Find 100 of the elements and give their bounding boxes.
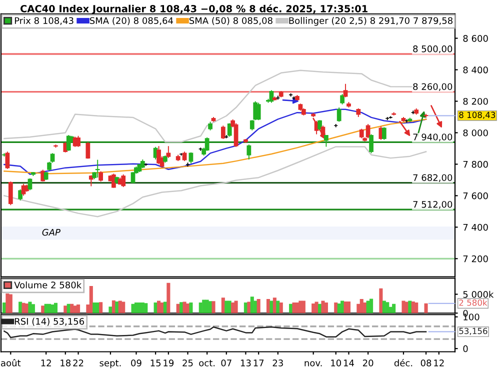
x-tick-label: 22 [73, 360, 84, 366]
x-tick-label: 19 [164, 360, 174, 366]
x-tick-label: 20 [362, 360, 374, 366]
legend-label: SMA (20) 8 085,64 [90, 17, 174, 26]
bar [28, 302, 32, 314]
y-tick-label: 8 200 [463, 98, 488, 105]
annotation: 53,156 [459, 328, 488, 335]
candlestick [8, 181, 13, 206]
y-tick-label: 7 600 [463, 192, 488, 200]
ref-line-label: 8 260,00 [413, 83, 452, 91]
legend-label: Volume 2 580k [14, 281, 82, 288]
chart-title: CAC40 Index Journalier 8 108,43 −0,08 % 8 déc. 2025, 17:35:01 [20, 4, 368, 14]
bar [256, 299, 260, 314]
bar [108, 306, 112, 314]
candlestick [188, 152, 194, 164]
y-tick-label: 0 [463, 345, 468, 352]
legend-label: RSI (14) 53,156 [14, 318, 84, 326]
bar [122, 302, 126, 314]
bar [224, 300, 228, 314]
y-tick-label: 8 000 [463, 129, 488, 136]
line-series [4, 326, 427, 338]
x-tick-label: 15 [150, 360, 161, 366]
y-tick-label: 8 400 [463, 66, 488, 74]
x-tick-label: 12 [41, 360, 51, 366]
candlestick [66, 134, 71, 152]
bar [279, 302, 283, 314]
x-tick-label: 25 [182, 360, 193, 366]
x-tick-label: 07 [221, 360, 232, 366]
x-tick-label: nov. [304, 361, 322, 366]
bar [321, 300, 325, 314]
bar [334, 302, 338, 314]
bar [276, 300, 280, 314]
bar [18, 302, 22, 314]
bar [346, 301, 351, 314]
y-tick-label: 5 000k [463, 290, 494, 298]
candlestick [76, 135, 80, 148]
candlestick [256, 102, 261, 121]
legend-label: Bollinger (20 2,5) 8 291,70 7 879,58 [289, 17, 452, 26]
candlestick [204, 136, 210, 152]
bar [254, 300, 258, 314]
bar [392, 304, 396, 314]
bar [302, 300, 306, 314]
candlestick [166, 146, 171, 158]
bar [6, 294, 10, 314]
candlestick [340, 94, 344, 105]
ref-line-label: 7 940,00 [413, 134, 452, 142]
candlestick [366, 124, 370, 139]
candlestick [343, 83, 348, 98]
ref-line-label: 7 682,00 [413, 174, 452, 182]
x-tick-label: 13 [240, 360, 251, 366]
candlestick [5, 151, 10, 170]
bar [76, 304, 80, 314]
bar [270, 300, 274, 314]
x-tick-label: 10 [331, 360, 342, 366]
bar [386, 302, 390, 314]
bar [99, 302, 103, 314]
candlestick [246, 144, 252, 160]
candlestick [382, 126, 386, 140]
ref-line-label: 8 500,00 [413, 45, 452, 54]
bar [247, 302, 251, 314]
bar [212, 301, 216, 314]
x-tick-label: 17 [254, 360, 264, 366]
bar [89, 286, 93, 314]
bar [234, 300, 238, 314]
candlestick [234, 122, 238, 148]
legend-label: SMA (50) 8 085,08 [189, 17, 272, 26]
bar [115, 301, 119, 314]
x-tick-label: 14 [344, 360, 354, 366]
annotation: 8 108,43 [459, 112, 496, 119]
x-tick-label: déc. [394, 359, 412, 366]
bar [64, 306, 68, 314]
bar [92, 302, 96, 314]
candlestick [220, 125, 226, 140]
x-tick-label: sept. [100, 360, 121, 368]
x-tick-label: 23 [272, 360, 283, 366]
x-tick-label: oct. [199, 360, 215, 366]
y-tick-label: 7 800 [463, 160, 488, 168]
bar [414, 302, 418, 314]
candlestick [95, 159, 100, 178]
bar [363, 302, 367, 314]
bar [324, 302, 328, 314]
candlestick [359, 128, 364, 139]
bar [370, 298, 374, 314]
bar [144, 303, 148, 314]
bar [70, 304, 74, 314]
candlestick [156, 146, 161, 165]
candlestick [86, 142, 90, 160]
bar [41, 306, 45, 314]
bar [379, 288, 383, 314]
candlestick [18, 188, 23, 201]
ref-line-label: 7 512,00 [413, 200, 452, 209]
y-tick-label: 7 200 [463, 255, 488, 262]
bar [189, 302, 193, 314]
bar [340, 300, 344, 314]
x-tick-label: 09 [131, 360, 142, 366]
bar [54, 302, 58, 314]
candlestick [98, 170, 104, 182]
annotation: 2 580k [459, 299, 488, 306]
candlestick [324, 134, 328, 148]
candlestick [336, 107, 342, 122]
